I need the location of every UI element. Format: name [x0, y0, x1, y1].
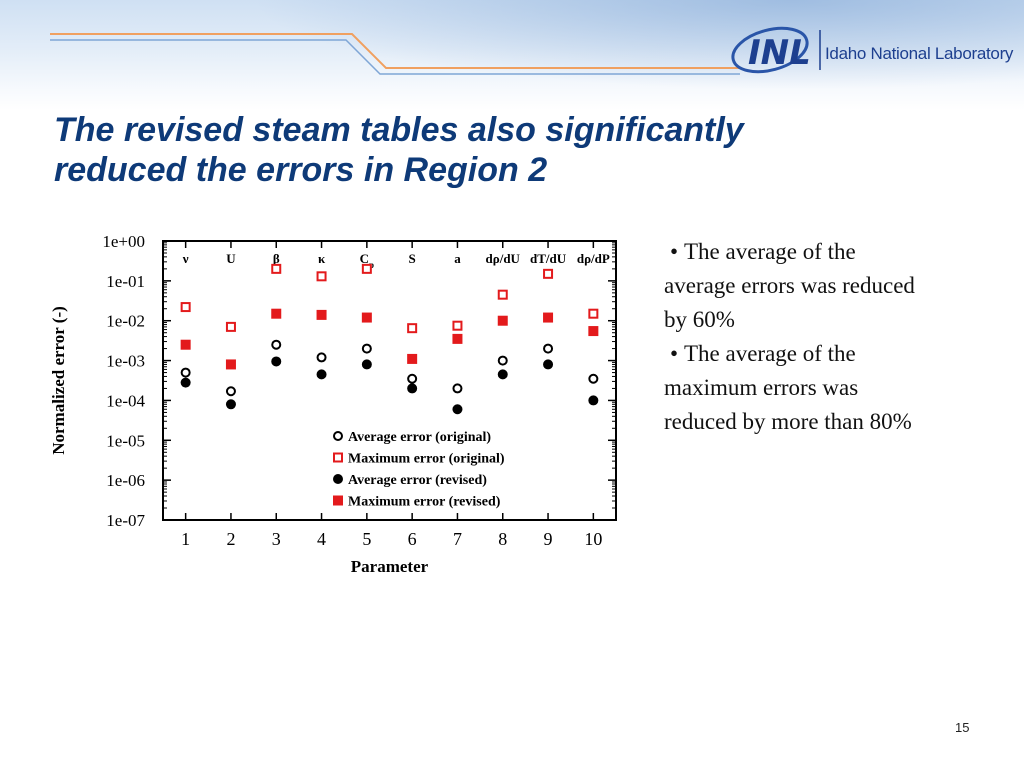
parameter-symbol-label: dT/dU [530, 251, 567, 266]
header-decoration-lines [50, 33, 740, 75]
data-point [588, 308, 599, 319]
y-tick-label: 1e-07 [106, 511, 145, 530]
data-point [271, 263, 282, 274]
legend-label: Maximum error (original) [348, 452, 505, 467]
x-tick-label: 7 [453, 529, 462, 549]
data-point [361, 343, 372, 354]
bullet-text: The average of the average errors was re… [664, 239, 915, 332]
data-point [407, 383, 418, 394]
x-tick-label: 1 [181, 529, 190, 549]
x-tick-label: 8 [498, 529, 507, 549]
plot-frame [162, 240, 617, 521]
parameter-symbol-label: S [409, 251, 416, 266]
legend: Average error (original) Maximum error (o… [333, 430, 505, 510]
y-tick-label: 1e-02 [106, 312, 145, 331]
data-point [225, 386, 236, 397]
x-axis-ticks: 1 2 3 4 5 6 7 8 9 10 [181, 241, 602, 549]
slide-title: The revised steam tables also significan… [54, 110, 954, 190]
parameter-symbol-label: κ [318, 251, 326, 266]
legend-marker [333, 431, 343, 441]
data-point [497, 369, 508, 380]
data-point [497, 289, 508, 300]
data-point [588, 326, 599, 337]
data-point [361, 263, 372, 274]
slide-title-line-1: The revised steam tables also significan… [54, 111, 744, 149]
x-tick-label: 3 [272, 529, 281, 549]
legend-label: Average error (revised) [348, 473, 487, 488]
data-point [543, 343, 554, 354]
y-tick-label: 1e-01 [106, 272, 145, 291]
data-point [543, 359, 554, 370]
data-point [452, 333, 463, 344]
data-point [543, 268, 554, 279]
x-tick-label: 9 [544, 529, 553, 549]
data-point [316, 271, 327, 282]
data-point [180, 367, 191, 378]
x-tick-label: 10 [584, 529, 602, 549]
legend-marker [333, 495, 343, 506]
parameter-symbol-label: dρ/dP [577, 251, 610, 266]
data-point [316, 369, 327, 380]
inl-logo-mark: INL [748, 33, 811, 73]
x-axis-label: Parameter [351, 557, 429, 576]
data-point [407, 323, 418, 334]
data-points [180, 263, 599, 415]
data-point [271, 308, 282, 319]
data-point [316, 309, 327, 320]
data-point [497, 315, 508, 326]
legend-marker [333, 452, 343, 463]
error-scatter-chart: 1e+00 1e-01 1e-02 1e-03 1e-04 1e-05 1e-06 1e-07… [49, 232, 617, 576]
data-point [452, 383, 463, 394]
parameter-symbol-label: ν [182, 251, 189, 266]
bullet-list: • The average of the average errors was r… [664, 235, 924, 439]
y-tick-label: 1e-04 [106, 391, 145, 410]
data-point [225, 359, 236, 370]
legend-label: Maximum error (revised) [348, 495, 501, 510]
parameter-symbol-label: β [273, 251, 280, 266]
data-point [407, 373, 418, 384]
logo-text: Idaho National Laboratory [825, 44, 1014, 63]
legend-label: Average error (original) [348, 430, 491, 445]
x-tick-label: 2 [226, 529, 235, 549]
data-point [361, 312, 372, 323]
parameter-symbol-label: U [226, 251, 236, 266]
data-point [316, 352, 327, 363]
parameter-symbol-label: dρ/dU [486, 251, 521, 266]
data-point [225, 399, 236, 410]
data-point [588, 395, 599, 406]
data-point [497, 355, 508, 366]
data-point [180, 377, 191, 388]
data-point [180, 339, 191, 350]
x-tick-label: 4 [317, 529, 326, 549]
data-point [225, 321, 236, 332]
data-point [452, 320, 463, 331]
parameter-symbol-label: a [454, 251, 461, 266]
y-tick-label: 1e+00 [102, 232, 145, 251]
y-tick-label: 1e-03 [106, 352, 145, 371]
slide-title-line-2: reduced the errors in Region 2 [54, 151, 548, 189]
header-glow [250, 0, 1024, 90]
bullet-item: • The average of the maximum errors was r… [664, 341, 912, 434]
data-point [452, 404, 463, 415]
data-point [271, 339, 282, 350]
data-point [543, 312, 554, 323]
x-tick-label: 5 [362, 529, 371, 549]
data-point [407, 353, 418, 364]
y-tick-label: 1e-06 [106, 471, 145, 490]
data-point [588, 373, 599, 384]
y-axis-label: Normalized error (-) [49, 306, 68, 455]
page-number: 15 [955, 720, 970, 735]
data-point [180, 302, 191, 313]
bullet-text: The average of the maximum errors was re… [664, 341, 912, 434]
inl-logo: INL [731, 26, 821, 74]
bullet-item: • The average of the average errors was r… [664, 239, 915, 332]
legend-marker [333, 474, 343, 484]
y-axis-ticks: 1e+00 1e-01 1e-02 1e-03 1e-04 1e-05 1e-06 1e-07 [102, 232, 616, 530]
x-tick-label: 6 [408, 529, 417, 549]
data-point [271, 356, 282, 367]
y-tick-label: 1e-05 [106, 431, 145, 450]
data-point [361, 359, 372, 370]
